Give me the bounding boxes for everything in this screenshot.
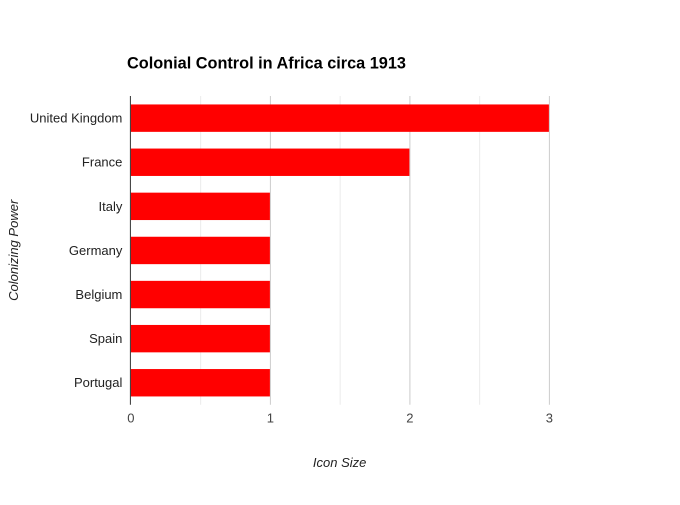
svg-text:2: 2 [406,410,413,425]
svg-text:Icon Size: Icon Size [313,455,366,470]
svg-text:3: 3 [546,410,553,425]
svg-text:Spain: Spain [89,331,122,346]
svg-text:Italy: Italy [99,199,123,214]
svg-text:Germany: Germany [69,243,123,258]
svg-text:France: France [82,155,122,170]
svg-text:Colonial Control in Africa cir: Colonial Control in Africa circa 1913 [127,54,406,72]
svg-text:Belgium: Belgium [75,287,122,302]
svg-text:United Kingdom: United Kingdom [30,111,123,126]
svg-text:1: 1 [267,410,274,425]
svg-text:0: 0 [127,410,134,425]
svg-text:Portugal: Portugal [74,375,123,390]
svg-text:Colonizing Power: Colonizing Power [6,199,21,301]
